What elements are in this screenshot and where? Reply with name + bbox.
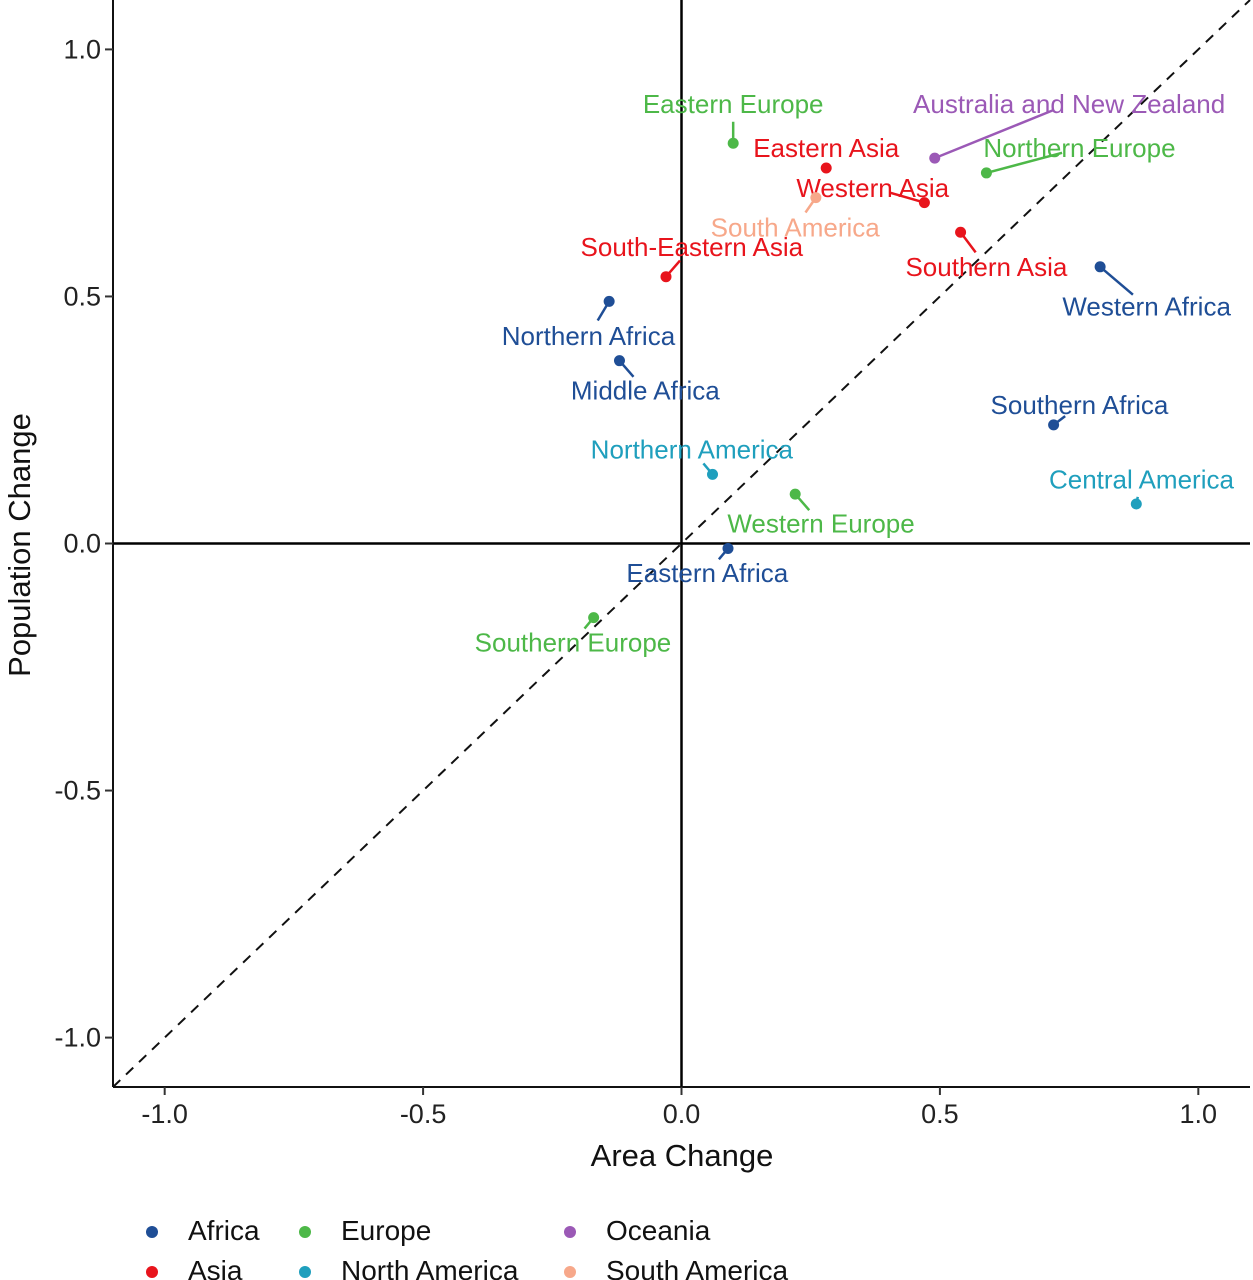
data-point <box>1048 419 1060 431</box>
data-point <box>810 192 822 204</box>
data-point <box>955 226 967 238</box>
plot-area <box>112 0 1251 1088</box>
x-tick-label: 0.0 <box>663 1099 701 1129</box>
y-axis-title: Population Change <box>2 413 37 677</box>
legend-label: Asia <box>188 1255 243 1280</box>
y-tick-label: -1.0 <box>54 1023 101 1053</box>
data-point <box>613 355 625 367</box>
data-point <box>918 197 930 209</box>
y-tick-label: 1.0 <box>63 34 101 64</box>
legend-marker <box>146 1266 158 1278</box>
point-label: Western Europe <box>727 509 914 539</box>
y-tick-label: -0.5 <box>54 776 101 806</box>
data-point <box>820 162 832 174</box>
point-label: Northern Africa <box>502 321 676 351</box>
data-point <box>660 271 672 283</box>
legend-label: South America <box>606 1255 789 1280</box>
point-label: South America <box>711 212 881 242</box>
point-label: Southern Europe <box>475 627 672 657</box>
legend-marker <box>299 1266 311 1278</box>
legend-label: North America <box>341 1255 519 1280</box>
point-label: Eastern Europe <box>643 89 824 119</box>
point-label: Eastern Asia <box>753 133 900 163</box>
point-label: Northern America <box>591 435 794 465</box>
data-point <box>929 152 941 164</box>
legend-label: Oceania <box>606 1215 711 1246</box>
point-labels: Eastern Europe Eastern Asia Australia and … <box>475 89 1235 658</box>
data-point <box>727 137 739 149</box>
data-point <box>789 488 801 500</box>
label-leader-line <box>1099 265 1134 296</box>
label-leader-line <box>889 191 925 204</box>
x-axis-title: Area Change <box>591 1138 774 1173</box>
point-label: Eastern Africa <box>626 558 788 588</box>
point-label: Middle Africa <box>571 375 720 405</box>
data-point <box>603 295 615 307</box>
x-tick-label: 1.0 <box>1180 1099 1218 1129</box>
point-label: Northern Europe <box>983 133 1175 163</box>
legend-marker <box>146 1226 158 1238</box>
y-tick-label: 0.5 <box>63 281 101 311</box>
data-point <box>1094 261 1106 273</box>
data-point <box>707 468 719 480</box>
x-tick-label: 0.5 <box>921 1099 959 1129</box>
point-label: Southern Africa <box>991 390 1169 420</box>
legend-marker <box>299 1226 311 1238</box>
label-leader-line <box>986 151 1063 175</box>
point-label: South-Eastern Asia <box>581 232 804 262</box>
legend-marker <box>564 1226 576 1238</box>
point-label: Southern Asia <box>905 252 1067 282</box>
data-point <box>722 542 734 554</box>
point-label: Central America <box>1049 464 1234 494</box>
legend-label: Europe <box>341 1215 431 1246</box>
data-point <box>1130 498 1142 510</box>
point-label: Western Africa <box>1062 291 1231 321</box>
legend-label: Africa <box>188 1215 260 1246</box>
x-tick-label: -1.0 <box>141 1099 188 1129</box>
y-tick-label: 0.0 <box>63 529 101 559</box>
data-point <box>980 167 992 179</box>
legend: Africa Asia Europe North America Oceania Sout… <box>146 1215 789 1280</box>
axes: -1.0 -0.5 0.0 0.5 1.0 -1.0 -0.5 0.0 0.5 1.0 <box>54 0 1250 1129</box>
legend-marker <box>564 1266 576 1278</box>
data-points <box>588 137 1142 624</box>
point-label: Australia and New Zealand <box>913 89 1225 119</box>
label-leader-line <box>934 109 1053 160</box>
x-tick-label: -0.5 <box>400 1099 447 1129</box>
data-point <box>588 612 600 624</box>
